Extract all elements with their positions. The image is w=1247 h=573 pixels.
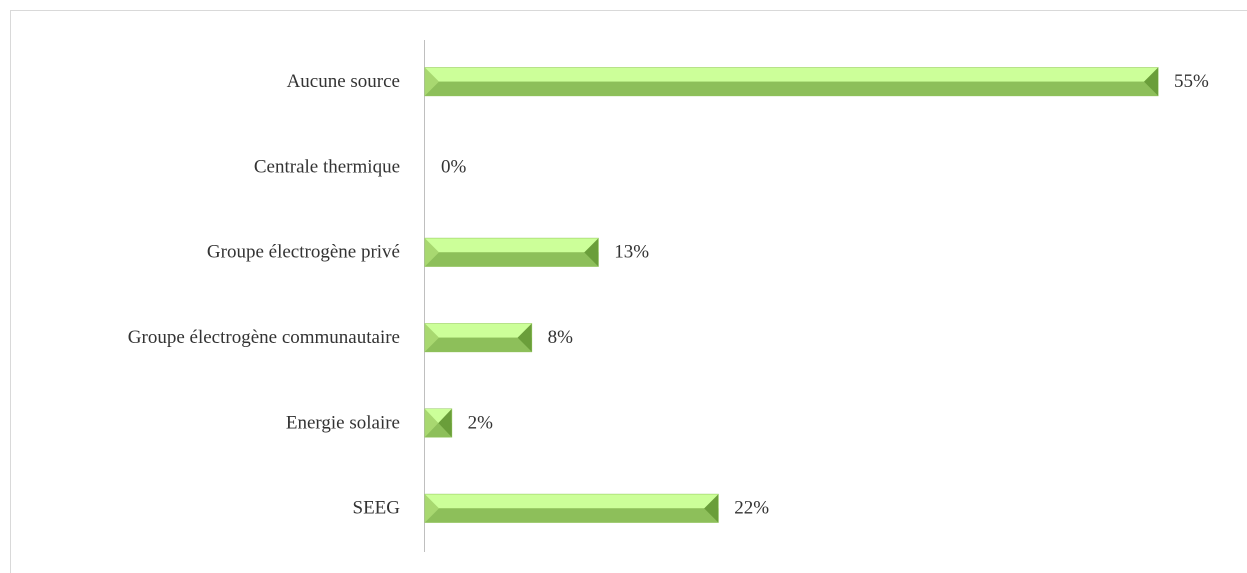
bar-bevel <box>584 238 599 267</box>
bar-bevel <box>425 67 439 96</box>
bar-bevel <box>425 81 1158 96</box>
bar-bevel <box>425 337 532 352</box>
y-tick-label: Energie solaire <box>286 412 400 433</box>
bar-bevel <box>425 508 719 523</box>
chart-frame <box>10 10 1247 573</box>
y-tick-label: Aucune source <box>287 71 400 92</box>
bar-bevel <box>425 252 599 267</box>
bar-bevel <box>517 323 532 352</box>
bar-bevel <box>425 67 1158 82</box>
data-label: 13% <box>614 242 649 263</box>
bar-bevel <box>425 238 599 253</box>
data-label: 55% <box>1174 71 1209 92</box>
bar-bevel <box>425 323 439 352</box>
data-label: 2% <box>468 412 494 433</box>
bar-bevel <box>425 238 439 267</box>
data-label: 0% <box>441 156 467 177</box>
bar-bevel <box>425 409 439 437</box>
bar-bevel <box>438 409 452 437</box>
y-tick-label: Groupe électrogène communautaire <box>128 327 400 348</box>
data-label: 22% <box>734 498 769 519</box>
bar-bevel <box>425 494 719 509</box>
data-label: 8% <box>548 327 574 348</box>
bar-bevel <box>425 323 532 338</box>
bar-bevel <box>704 494 719 523</box>
y-tick-label: SEEG <box>353 498 401 519</box>
bar-bevel <box>1144 67 1158 96</box>
y-tick-label: Centrale thermique <box>254 156 400 177</box>
bar-bevel <box>425 494 439 523</box>
y-tick-label: Groupe électrogène privé <box>207 242 400 263</box>
